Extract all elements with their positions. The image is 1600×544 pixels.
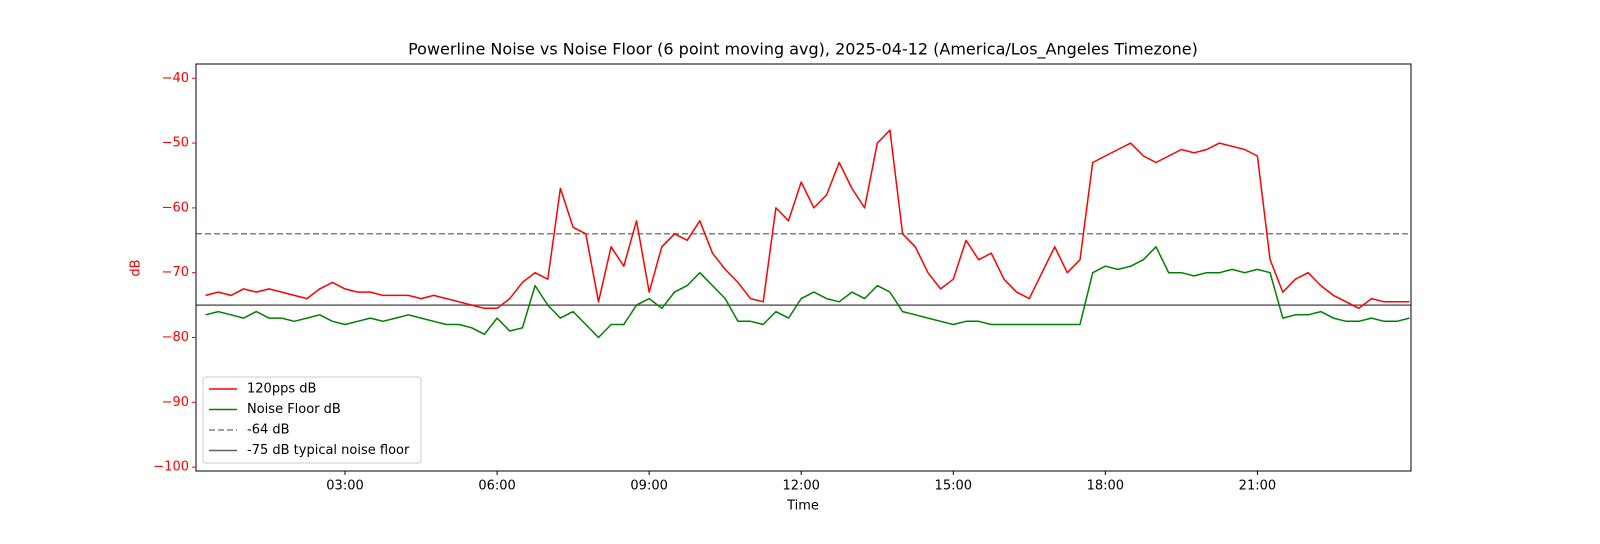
- plot-area: [196, 129, 1411, 339]
- x-axis-label: Time: [786, 499, 819, 514]
- y-tick-label: −50: [162, 136, 189, 151]
- y-tick-label: −70: [162, 265, 189, 280]
- x-tick-label: 03:00: [326, 479, 363, 494]
- x-tick-label: 09:00: [630, 479, 667, 494]
- y-axis-label: dB: [129, 259, 144, 276]
- chart-title: Powerline Noise vs Noise Floor (6 point …: [408, 40, 1198, 60]
- x-tick-label: 18:00: [1087, 479, 1124, 494]
- legend-label: -64 dB: [247, 423, 290, 438]
- y-tick-label: −80: [162, 330, 189, 345]
- legend-box: [202, 376, 422, 464]
- legend-label: 120pps dB: [247, 382, 316, 397]
- y-tick-label: −100: [153, 460, 189, 475]
- x-tick-label: 15:00: [935, 479, 972, 494]
- axes-frame: [195, 63, 1412, 472]
- x-tick-label: 21:00: [1239, 479, 1276, 494]
- series-line: [205, 129, 1410, 310]
- x-tick-label: 12:00: [782, 479, 819, 494]
- x-tick-label: 06:00: [478, 479, 515, 494]
- y-tick-label: −40: [162, 71, 189, 86]
- series-line: [205, 246, 1410, 339]
- y-tick-label: −90: [162, 395, 189, 410]
- legend-label: -75 dB typical noise floor: [247, 443, 410, 458]
- y-tick-label: −60: [162, 200, 189, 215]
- legend-label: Noise Floor dB: [247, 402, 341, 417]
